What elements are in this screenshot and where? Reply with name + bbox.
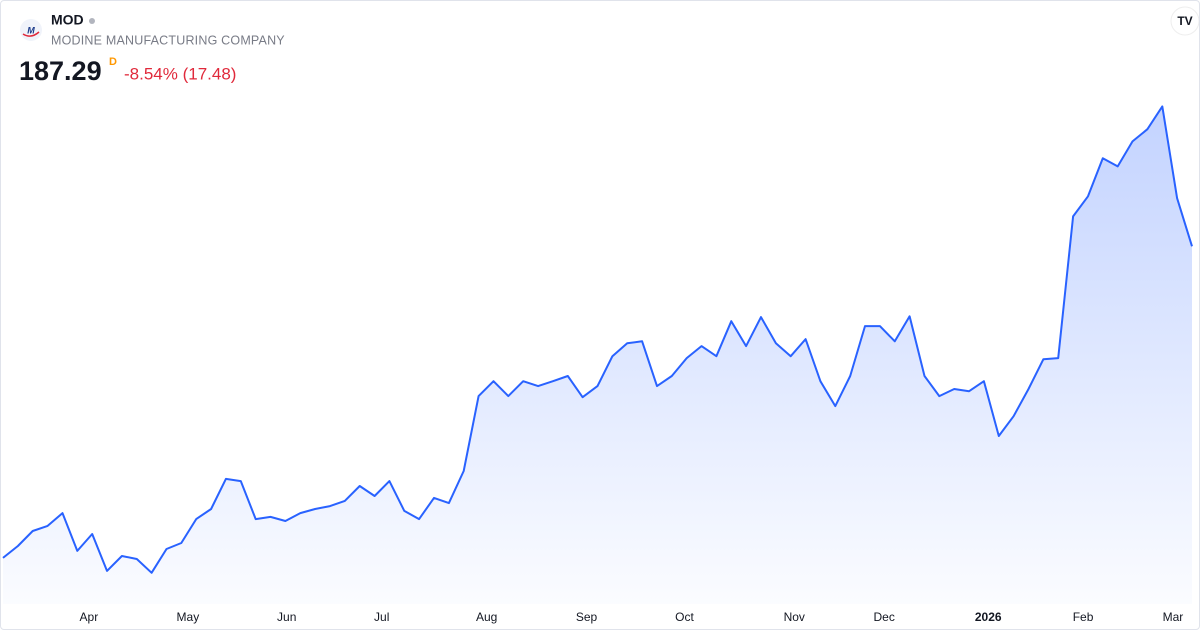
price-flag: D	[109, 56, 117, 68]
x-tick-label: Dec	[874, 610, 895, 624]
x-tick-label: May	[177, 610, 200, 624]
change: -8.54% (17.48)	[124, 64, 236, 83]
x-tick-label: Aug	[476, 610, 497, 624]
x-tick-label: Oct	[675, 610, 694, 624]
x-tick-label: 2026	[975, 610, 1002, 624]
x-tick-label: Mar	[1163, 610, 1184, 624]
x-tick-label: Nov	[784, 610, 805, 624]
svg-text:TV: TV	[1177, 14, 1192, 28]
price-line	[2, 105, 1193, 574]
area-fill	[3, 106, 1192, 605]
x-tick-label: Sep	[576, 610, 598, 624]
tv-logo[interactable]: TV	[1170, 6, 1199, 36]
company-name: MODINE MANUFACTURING COMPANY	[51, 33, 285, 47]
x-tick-label: Apr	[80, 610, 99, 624]
x-tick-label: Jun	[277, 610, 296, 624]
logo: M	[20, 19, 42, 41]
x-tick-label: Jul	[374, 610, 389, 624]
status-dot	[89, 18, 95, 24]
symbol: MOD	[51, 12, 84, 28]
x-tick-label: Feb	[1073, 610, 1094, 624]
svg-text:M: M	[27, 25, 35, 35]
price: 187.29	[19, 56, 102, 86]
